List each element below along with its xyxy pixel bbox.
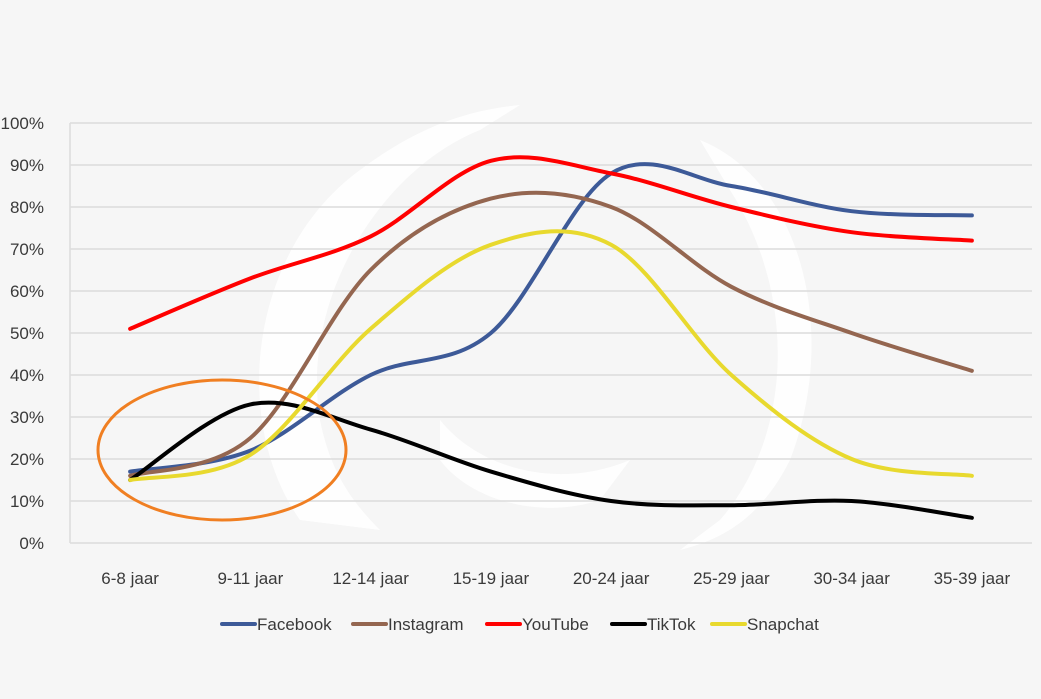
legend-label: Snapchat (747, 615, 819, 634)
legend-label: TikTok (647, 615, 696, 634)
legend-item-youtube: YouTube (487, 615, 589, 634)
legend-label: Instagram (388, 615, 464, 634)
x-tick-label: 6-8 jaar (101, 569, 159, 588)
legend-label: YouTube (522, 615, 589, 634)
series-line-facebook (130, 164, 972, 472)
y-tick-label: 70% (10, 240, 44, 259)
y-tick-label: 80% (10, 198, 44, 217)
x-tick-label: 35-39 jaar (934, 569, 1011, 588)
y-axis-ticks: 0% 10% 20% 30% 40% 50% 60% 70% 80% 90% 100% (1, 114, 44, 553)
x-axis-ticks: 6-8 jaar 9-11 jaar 12-14 jaar 15-19 jaar 20-… (101, 569, 1010, 588)
series-line-youtube (130, 157, 972, 329)
legend: Facebook Instagram YouTube TikTok Snapchat (222, 615, 819, 634)
x-tick-label: 15-19 jaar (453, 569, 530, 588)
x-tick-label: 9-11 jaar (217, 569, 283, 588)
y-tick-label: 100% (1, 114, 44, 133)
series-lines (130, 157, 972, 518)
series-line-instagram (130, 193, 972, 476)
y-tick-label: 10% (10, 492, 44, 511)
y-tick-label: 30% (10, 408, 44, 427)
y-tick-label: 90% (10, 156, 44, 175)
legend-item-snapchat: Snapchat (712, 615, 819, 634)
y-tick-label: 50% (10, 324, 44, 343)
x-tick-label: 12-14 jaar (332, 569, 409, 588)
legend-item-facebook: Facebook (222, 615, 332, 634)
series-line-snapchat (130, 231, 972, 480)
legend-item-instagram: Instagram (353, 615, 464, 634)
x-tick-label: 30-34 jaar (813, 569, 890, 588)
x-tick-label: 25-29 jaar (693, 569, 770, 588)
line-chart: 0% 10% 20% 30% 40% 50% 60% 70% 80% 90% 100% 6-8 ja… (0, 0, 1041, 699)
y-tick-label: 20% (10, 450, 44, 469)
y-tick-label: 0% (19, 534, 44, 553)
legend-item-tiktok: TikTok (612, 615, 696, 634)
legend-label: Facebook (257, 615, 332, 634)
x-tick-label: 20-24 jaar (573, 569, 650, 588)
y-tick-label: 60% (10, 282, 44, 301)
y-tick-label: 40% (10, 366, 44, 385)
